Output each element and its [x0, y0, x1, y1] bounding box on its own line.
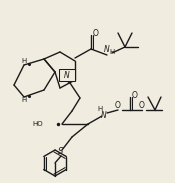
Text: S: S: [58, 147, 64, 156]
Text: H: H: [109, 49, 115, 55]
Text: N: N: [64, 70, 70, 79]
Text: HO: HO: [32, 121, 43, 127]
Text: O: O: [93, 29, 99, 38]
Text: N: N: [104, 46, 110, 55]
Text: O: O: [132, 92, 138, 100]
Text: H: H: [21, 97, 27, 103]
Text: N: N: [101, 111, 107, 119]
Text: H: H: [21, 58, 27, 64]
FancyBboxPatch shape: [59, 69, 75, 81]
Text: O: O: [139, 100, 145, 109]
Text: H: H: [97, 106, 103, 112]
Text: O: O: [115, 100, 121, 109]
